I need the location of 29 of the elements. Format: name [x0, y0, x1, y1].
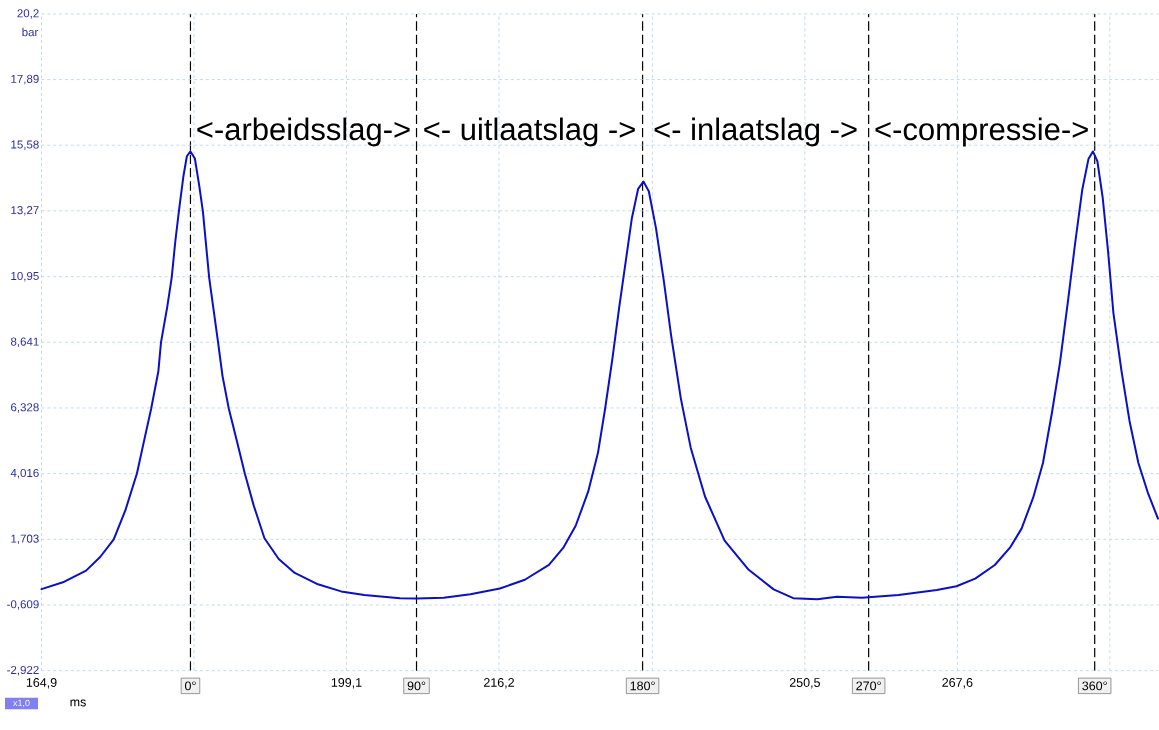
x-tick-label: 199,1	[331, 678, 362, 689]
x2-tick-label: 270°	[856, 681, 881, 691]
annotation: <-arbeidsslag->	[197, 117, 410, 147]
y-tick-label: -2,922	[7, 665, 39, 676]
x2-tick-label: 360°	[1082, 681, 1107, 691]
x-axis-title: ms	[70, 699, 86, 707]
x2-tick-label: 180°	[630, 681, 655, 691]
annotation: <-compressie->	[875, 117, 1088, 147]
x-tick-label: 250,5	[789, 678, 820, 689]
annotation: <- inlaatslag ->	[654, 117, 857, 147]
x-tick-label: 267,6	[942, 678, 973, 689]
line-series	[40, 150, 1159, 601]
annotation: <- uitlaatslag ->	[424, 117, 635, 147]
text: x1,0	[13, 699, 30, 708]
y-tick-label: -0,609	[7, 600, 39, 610]
y-tick-label: 1,703	[11, 534, 39, 545]
x2-tick-label: 90°	[407, 681, 426, 691]
y-tick-label: 20,2	[17, 9, 39, 19]
x-tick-label: 216,2	[483, 678, 515, 689]
y-tick-label: 17,89	[11, 74, 39, 85]
y-tick-label: 10,95	[11, 271, 39, 282]
x2-tick-label: 0°	[184, 681, 196, 691]
y-tick-label: 4,016	[10, 468, 39, 479]
y-tick-label: 15,58	[11, 140, 39, 150]
y-tick-label: 13,27	[11, 206, 39, 216]
y-axis-title: bar	[22, 27, 39, 37]
y-tick-label: 8,641	[10, 337, 39, 348]
y-tick-label: 6,328	[11, 403, 39, 413]
x-tick-label: 164,9	[26, 678, 57, 689]
